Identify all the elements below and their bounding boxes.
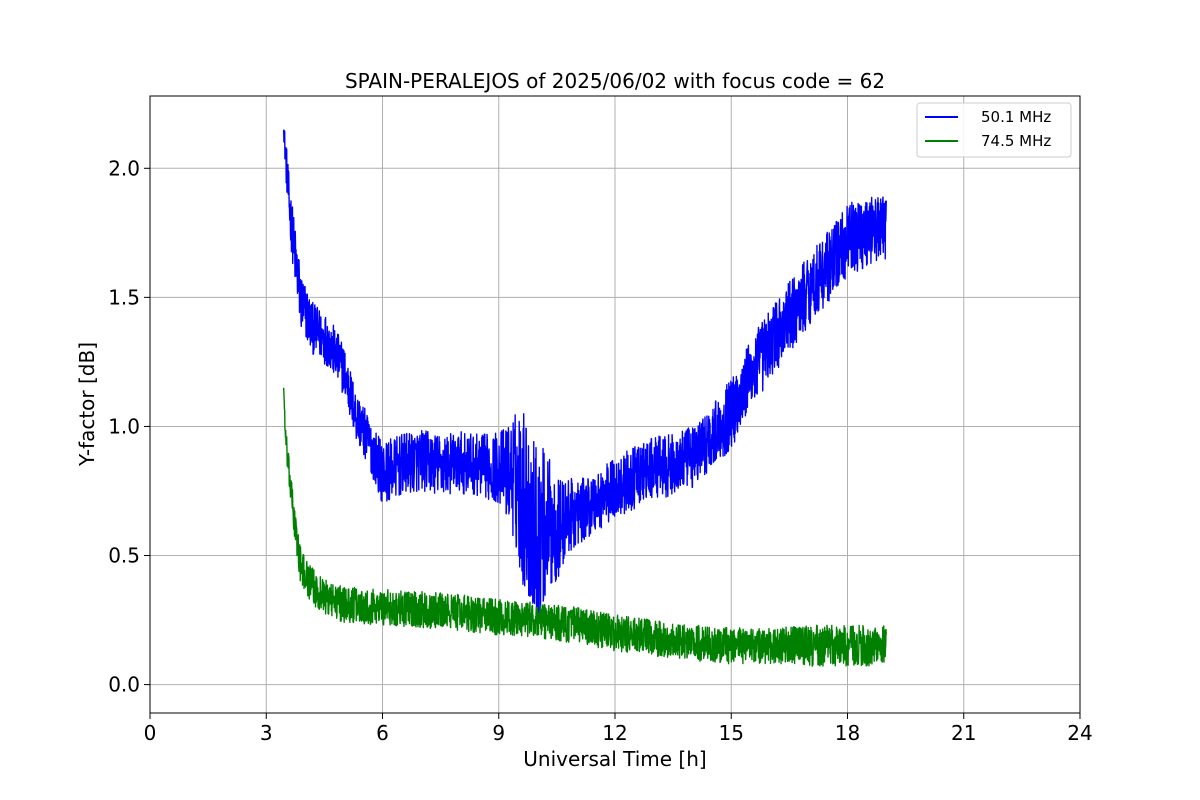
x-tick-label: 9 xyxy=(492,721,505,745)
x-tick-label: 12 xyxy=(602,721,627,745)
ticks: 0 3 6 9 12 15 18 21 24 0.0 0.5 1.0 1.5 2.0 xyxy=(108,156,1093,745)
x-tick-label: 21 xyxy=(951,721,976,745)
series-layer xyxy=(282,129,887,667)
x-axis-title: Universal Time [h] xyxy=(523,747,706,771)
legend-label-74-5: 74.5 MHz xyxy=(981,132,1051,150)
y-tick-label: 2.0 xyxy=(108,156,140,180)
legend: 50.1 MHz 74.5 MHz xyxy=(916,102,1072,158)
y-axis-title: Y-factor [dB] xyxy=(75,342,99,467)
series-line-50-1-mhz xyxy=(282,129,887,623)
x-tick-label: 18 xyxy=(835,721,860,745)
legend-label-50-1: 50.1 MHz xyxy=(981,108,1051,126)
x-tick-label: 3 xyxy=(260,721,273,745)
y-tick-label: 0.0 xyxy=(108,673,140,697)
x-tick-label: 6 xyxy=(376,721,389,745)
y-tick-label: 1.0 xyxy=(108,414,140,438)
y-tick-label: 1.5 xyxy=(108,285,140,309)
chart-title: SPAIN-PERALEJOS of 2025/06/02 with focus… xyxy=(345,69,885,93)
series-line-74-5-mhz xyxy=(282,387,887,667)
x-tick-label: 15 xyxy=(719,721,744,745)
x-tick-label: 24 xyxy=(1067,721,1092,745)
y-tick-label: 0.5 xyxy=(108,544,140,568)
x-tick-label: 0 xyxy=(144,721,157,745)
